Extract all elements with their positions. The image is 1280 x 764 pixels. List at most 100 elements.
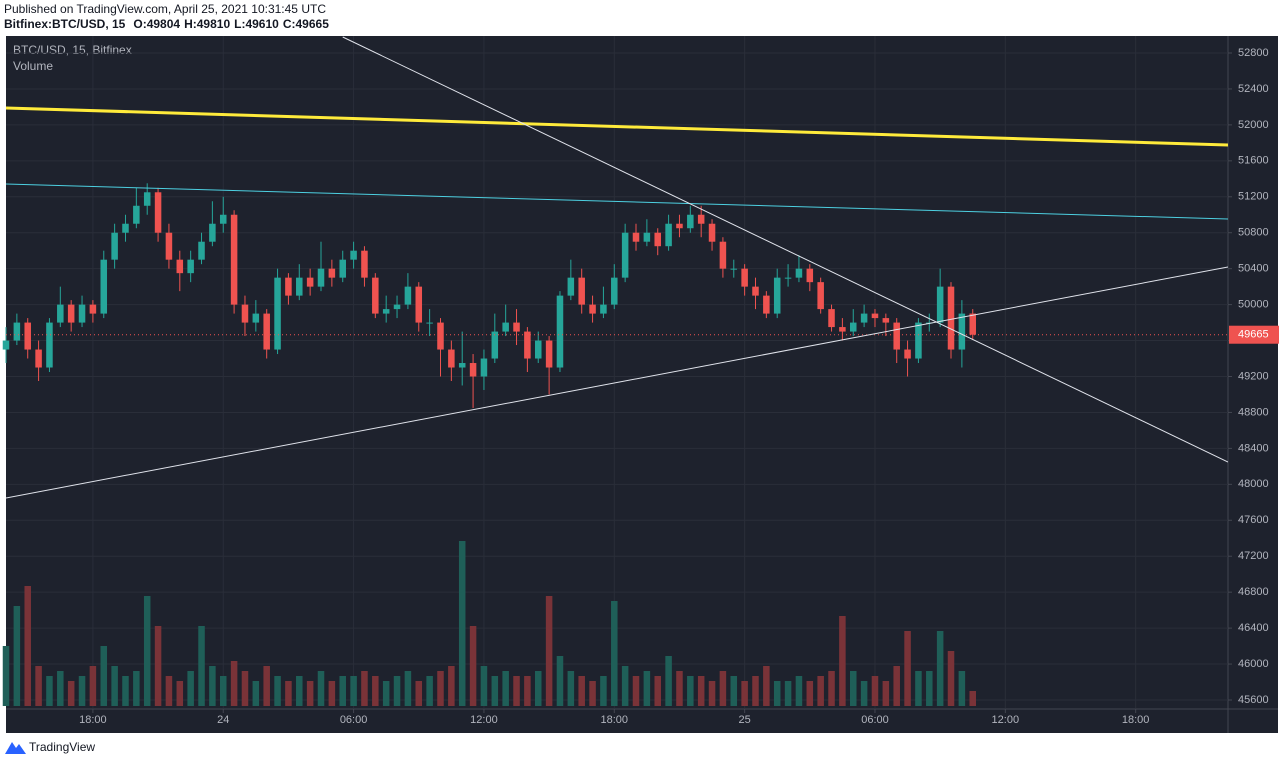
candle-body <box>795 268 803 278</box>
x-tick-label: 06:00 <box>861 714 889 726</box>
volume-bar <box>426 676 433 706</box>
candle-body <box>969 313 976 335</box>
volume-bar <box>35 666 42 706</box>
volume-bar <box>415 681 423 706</box>
volume-bar <box>339 676 346 706</box>
candle-body <box>947 286 955 350</box>
candle-body <box>958 313 966 350</box>
y-tick-label: 46000 <box>1238 658 1269 670</box>
volume-bar <box>89 666 97 706</box>
candle-body <box>328 268 336 278</box>
candle-body <box>393 304 401 310</box>
volume-bar <box>361 671 368 706</box>
candle-body <box>871 313 879 319</box>
volume-bar <box>46 676 53 706</box>
candle-body <box>78 304 86 323</box>
candle-body <box>100 259 108 314</box>
candle-body <box>643 232 651 242</box>
candle-body <box>784 277 792 279</box>
candle-body <box>828 309 835 328</box>
candle-body <box>198 241 205 260</box>
volume-bar <box>795 676 803 706</box>
y-tick-label: 52000 <box>1238 119 1269 131</box>
volume-bar <box>936 631 944 706</box>
volume-bar <box>969 691 976 706</box>
y-tick-label: 48000 <box>1238 478 1269 490</box>
volume-bar <box>133 671 140 706</box>
symbol: Bitfinex:BTC/USD, 15 <box>4 17 126 31</box>
ohlc-label: H: <box>184 17 197 31</box>
volume-bar <box>643 671 651 706</box>
candle-body <box>719 241 727 269</box>
candle-body <box>469 363 477 377</box>
x-tick-label: 25 <box>739 714 751 726</box>
volume-legend: Volume <box>13 59 53 73</box>
candle-body <box>24 322 31 350</box>
volume-bar <box>78 676 86 706</box>
candle-body <box>632 232 640 242</box>
candle-body <box>665 223 672 247</box>
candle-body <box>263 313 270 350</box>
volume-bar <box>111 666 118 706</box>
candle-body <box>676 223 683 229</box>
candle-body <box>882 318 890 323</box>
x-tick-label: 24 <box>217 714 229 726</box>
volume-bar <box>274 676 281 706</box>
trendline <box>342 36 1228 463</box>
candle-body <box>415 286 423 323</box>
volume-bar <box>154 626 162 706</box>
candle-body <box>187 259 194 274</box>
volume-bar <box>241 671 249 706</box>
volume-bar <box>849 671 857 706</box>
trendline <box>6 106 1228 147</box>
volume-bar <box>209 666 216 706</box>
candle-body <box>372 277 379 314</box>
candle-body <box>893 322 900 350</box>
ohlc-label: L: <box>234 17 245 31</box>
volume-bar <box>317 671 325 706</box>
candle-body <box>860 313 868 323</box>
candle-body <box>306 277 314 287</box>
volume-bar <box>513 676 520 706</box>
volume-bar <box>57 671 64 706</box>
volume-bar <box>817 676 824 706</box>
candle-body <box>806 268 814 283</box>
volume-bar <box>893 666 900 706</box>
candle-body <box>350 250 357 260</box>
candle-body <box>513 322 520 332</box>
candle-body <box>839 327 846 332</box>
trendline <box>6 183 1228 220</box>
tradingview-logo[interactable]: TradingView <box>5 740 95 754</box>
volume-bar <box>784 681 792 706</box>
y-tick-label: 46400 <box>1238 622 1269 634</box>
candle-body <box>915 322 922 359</box>
candle-body <box>621 232 629 278</box>
candle-body <box>296 277 303 296</box>
volume-bar <box>578 676 585 706</box>
volume-bar <box>947 651 955 706</box>
candle-body <box>143 192 151 206</box>
volume-bar <box>611 601 618 706</box>
trendline <box>6 266 1228 499</box>
candle-body <box>122 223 129 233</box>
candle-body <box>165 232 173 260</box>
candle-body <box>111 232 118 260</box>
candle-body <box>230 214 238 305</box>
last-price-box <box>1229 325 1279 344</box>
volume-bar <box>871 676 879 706</box>
volume-bar <box>589 681 596 706</box>
candle-body <box>241 304 249 323</box>
volume-bar <box>143 596 151 706</box>
volume-bar <box>654 676 661 706</box>
candle-body <box>545 340 553 368</box>
candle-body <box>35 349 42 368</box>
y-tick-label: 51600 <box>1238 155 1269 167</box>
y-tick-label: 50000 <box>1238 299 1269 311</box>
candle-body <box>654 232 661 247</box>
y-tick-label: 48400 <box>1238 442 1269 454</box>
ohlc-value: 49610 <box>245 17 279 31</box>
candle-body <box>426 322 433 324</box>
candle-body <box>13 322 21 341</box>
volume-bar <box>491 676 499 706</box>
y-tick-label: 50400 <box>1238 263 1269 275</box>
